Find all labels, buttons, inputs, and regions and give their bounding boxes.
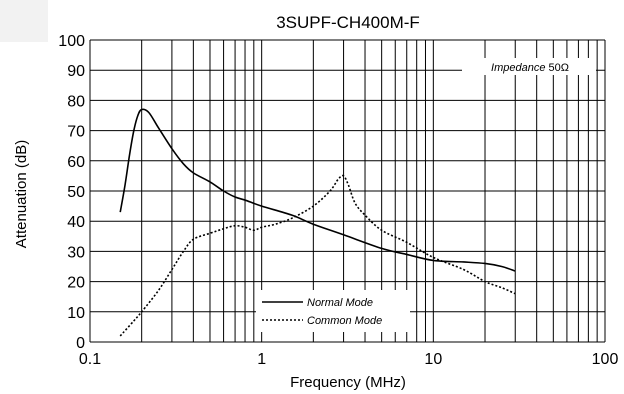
series-lines (119, 108, 516, 337)
y-tick-label: 0 (76, 335, 85, 352)
y-tick-label: 20 (67, 275, 85, 292)
x-tick-label: 100 (592, 351, 619, 368)
corner-shading (0, 0, 48, 42)
impedance-annotation-bg (462, 58, 596, 75)
y-axis-label: Attenuation (dB) (13, 140, 30, 248)
x-axis-label: Frequency (MHz) (290, 374, 406, 391)
y-tick-label: 70 (67, 124, 85, 141)
legend-label-common-mode: Common Mode (307, 315, 382, 327)
impedance-label: Impedance (491, 62, 545, 74)
y-tick-label: 50 (67, 184, 85, 201)
legend: Normal Mode Common Mode (256, 290, 410, 332)
x-tick-label: 10 (424, 351, 442, 368)
impedance-annotation-text: Impedance 50Ω (491, 62, 569, 74)
x-tick-label: 1 (257, 351, 266, 368)
x-tick-label: 0.1 (79, 351, 101, 368)
series-line-normal-mode (119, 108, 516, 272)
impedance-annotation: Impedance 50Ω (462, 58, 596, 75)
y-tick-label: 10 (67, 305, 85, 322)
y-tick-label: 30 (67, 244, 85, 261)
y-tick-label: 40 (67, 214, 85, 231)
y-tick-label: 60 (67, 154, 85, 171)
y-tick-label: 80 (67, 93, 85, 110)
series-line-common-mode (119, 174, 516, 337)
chart-title: 3SUPF-CH400M-F (276, 13, 420, 32)
impedance-value: 50Ω (549, 62, 569, 74)
y-tick-label: 90 (67, 63, 85, 80)
tick-labels: 0 10 20 30 40 50 60 70 80 90 100 0.1 1 10 100 (58, 33, 618, 368)
legend-box (256, 290, 410, 332)
legend-label-normal-mode: Normal Mode (307, 297, 373, 309)
y-tick-label: 100 (58, 33, 85, 50)
